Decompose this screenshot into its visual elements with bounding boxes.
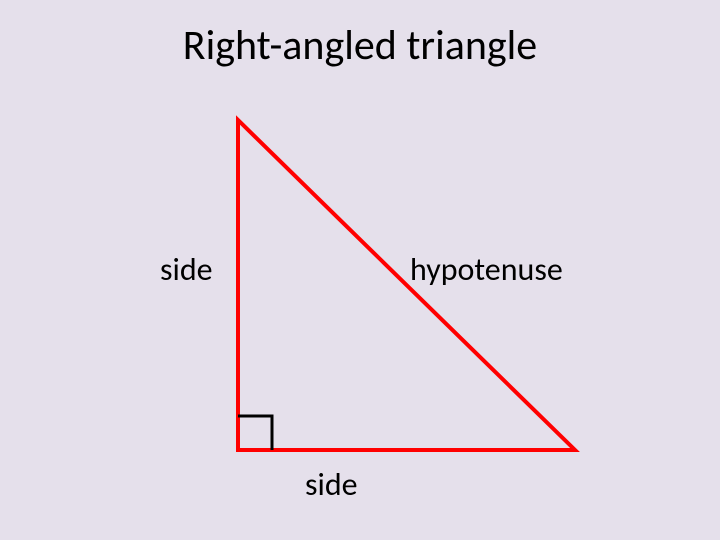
triangle-figure — [0, 0, 720, 540]
right-angle-marker — [238, 416, 272, 450]
label-bottom-side: side — [305, 465, 358, 504]
label-hypotenuse: hypotenuse — [410, 250, 563, 289]
label-left-side: side — [160, 250, 213, 289]
